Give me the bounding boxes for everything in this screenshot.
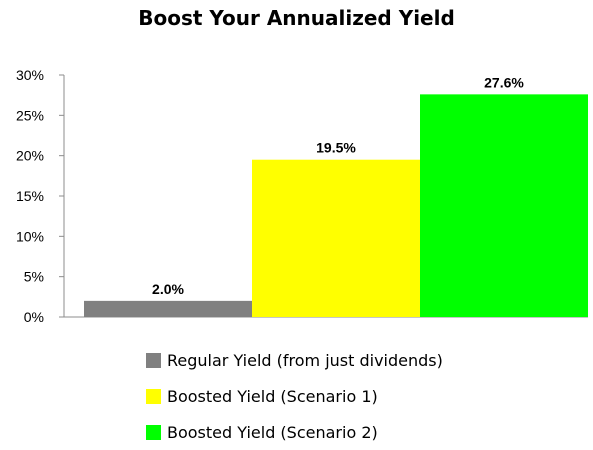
legend-label-regular-yield: Regular Yield (from just dividends) [167,350,443,370]
chart-title: Boost Your Annualized Yield [138,6,455,30]
bar-3 [420,94,588,317]
legend-swatch-boosted-yield-scenario-1 [146,388,161,404]
legend: Regular Yield (from just dividends) Boos… [146,342,443,450]
y-tick-label: 25% [16,107,44,123]
data-label-3: 27.6% [484,74,524,90]
legend-item-boosted-yield-scenario-1: Boosted Yield (Scenario 1) [146,378,443,414]
bar-chart: 0% 5% 10% 15% 20% 25% 30% 2.0% 19.5% 27.6% [16,67,588,325]
y-tick-label: 0% [24,309,44,325]
bar-1 [84,300,252,317]
bar-2 [252,159,420,317]
legend-label-boosted-yield-scenario-1: Boosted Yield (Scenario 1) [167,386,378,406]
legend-label-boosted-yield-scenario-2: Boosted Yield (Scenario 2) [167,422,378,442]
y-tick-label: 10% [16,228,44,244]
data-label-1: 2.0% [152,281,184,297]
data-label-2: 19.5% [316,140,356,156]
y-tick-label: 15% [16,188,44,204]
y-tick-label: 20% [16,148,44,164]
legend-item-boosted-yield-scenario-2: Boosted Yield (Scenario 2) [146,414,443,450]
legend-swatch-boosted-yield-scenario-2 [146,424,161,440]
legend-item-regular-yield: Regular Yield (from just dividends) [146,342,443,378]
y-tick-label: 5% [24,269,44,285]
y-tick-label: 30% [16,67,44,83]
legend-swatch-regular-yield [146,352,161,368]
